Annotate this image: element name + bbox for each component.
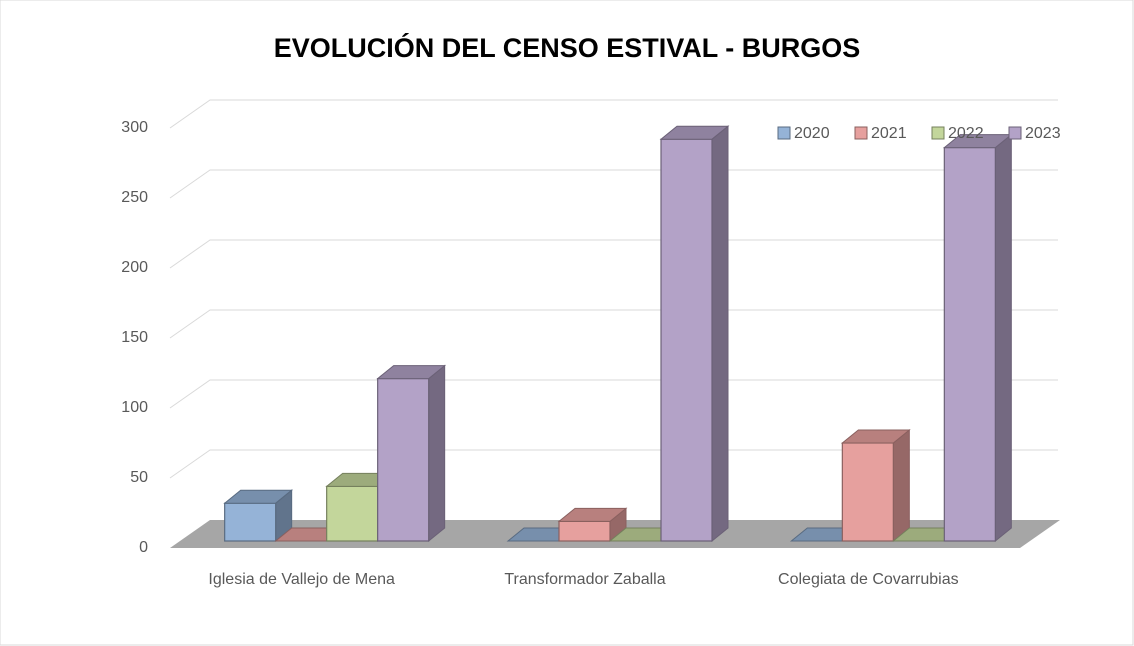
grid-line — [169, 449, 1058, 479]
y-tick-label: 150 — [121, 329, 148, 346]
y-tick-label: 300 — [121, 119, 148, 136]
x-tick-label: Transformador Zaballa — [504, 571, 665, 588]
bar — [557, 507, 628, 543]
y-tick-label: 100 — [121, 399, 148, 416]
legend-swatch — [854, 126, 868, 140]
grid-line — [169, 239, 1058, 269]
grid-line — [169, 379, 1058, 409]
legend-label: 2022 — [948, 125, 984, 142]
legend-swatch — [931, 126, 945, 140]
bar — [223, 489, 294, 543]
chart-title: EVOLUCIÓN DEL CENSO ESTIVAL - BURGOS — [274, 32, 861, 63]
legend-swatch — [777, 126, 791, 140]
y-tick-label: 0 — [139, 539, 148, 556]
grid-line — [169, 99, 1058, 129]
legend-label: 2020 — [794, 125, 830, 142]
bar — [942, 133, 1013, 543]
bar — [840, 428, 911, 543]
x-tick-label: Colegiata de Covarrubias — [778, 571, 959, 588]
legend-label: 2021 — [871, 125, 907, 142]
bar — [659, 125, 730, 543]
grid-line — [169, 309, 1058, 339]
legend-swatch — [1008, 126, 1022, 140]
legend-label: 2023 — [1025, 125, 1061, 142]
x-tick-label: Iglesia de Vallejo de Mena — [208, 571, 395, 588]
bar — [376, 364, 447, 543]
y-tick-label: 50 — [130, 469, 148, 486]
grid-line — [169, 169, 1058, 199]
y-tick-label: 200 — [121, 259, 148, 276]
y-tick-label: 250 — [121, 189, 148, 206]
